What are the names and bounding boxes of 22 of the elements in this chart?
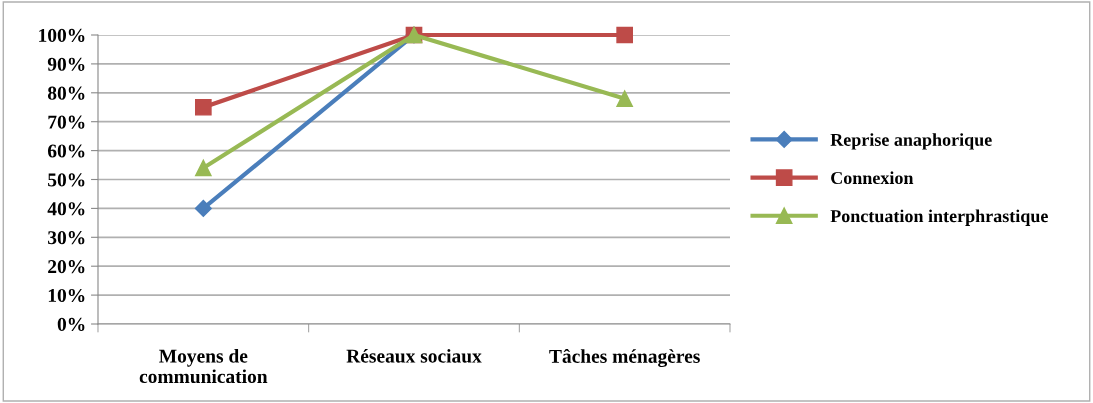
point [194, 98, 212, 116]
point [194, 159, 212, 177]
legend-label: Ponctuation interphrastique [830, 209, 1048, 226]
y-tick-label: 50% [48, 173, 85, 187]
y-tick-label: 60% [47, 144, 85, 158]
legend-label: Reprise anaphorique [830, 133, 992, 150]
y-tick-label: 40% [47, 202, 85, 216]
x-tick-label: Tâches ménagères [549, 349, 700, 367]
x-tick-label: Moyens de communication [139, 349, 268, 384]
y-tick-label: 0% [57, 317, 85, 331]
y-tick-label: 70% [48, 115, 85, 129]
y-tick-label: 10% [48, 288, 85, 303]
legend-label: Connexion [831, 171, 914, 185]
x-tick-label: Réseaux sociaux [346, 348, 482, 363]
point [616, 90, 634, 107]
y-tick-label: 30% [48, 231, 85, 245]
point [616, 26, 634, 44]
y-tick-label: 100% [39, 28, 85, 42]
point [194, 199, 212, 217]
y-tick-label: 90% [47, 57, 85, 71]
y-tick-label: 20% [48, 260, 85, 274]
y-tick-label: 80% [47, 86, 85, 100]
